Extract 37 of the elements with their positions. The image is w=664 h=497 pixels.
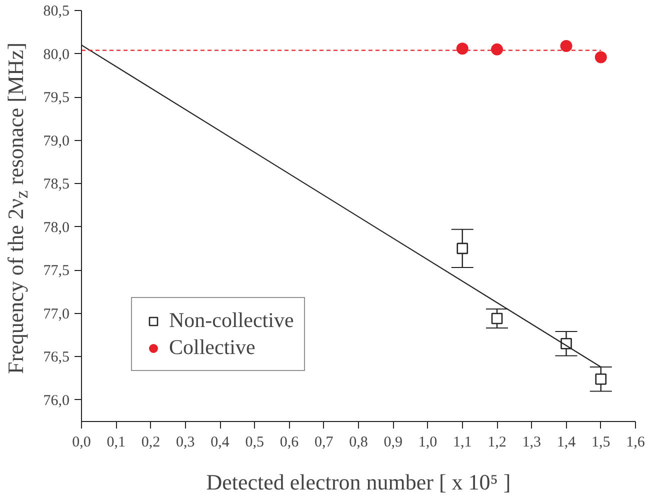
legend-label: Collective [169,335,256,360]
y-tick-label: 76,0 [43,392,70,409]
x-axis-title: Detected electron number [ x 10⁵ ] [206,470,511,494]
x-tick-label: 0,5 [245,434,264,450]
point [560,40,572,52]
x-tick-label: 1,2 [488,434,506,450]
y-tick-label: 80,5 [43,4,70,20]
point [491,312,503,324]
point [491,43,503,56]
point [456,42,468,55]
point [456,242,468,254]
x-tick-label: 0,7 [314,434,334,450]
y-tick-label: 78,5 [43,176,70,193]
y-tick-label: 80,0 [43,46,70,63]
x-tick-label: 0,8 [349,434,368,450]
x-tick-label: 1,3 [522,434,541,450]
y-tick-label: 77,5 [43,263,70,280]
x-tick-label: 1,0 [418,434,438,450]
x-tick-label: 0,6 [280,434,300,450]
y-tick-label: 77,0 [43,306,70,322]
x-tick-label: 1,5 [592,434,610,450]
x-tick-label: 1,4 [556,434,576,450]
y-tick-label: 78,0 [43,220,70,236]
x-tick-label: 0,2 [141,434,160,450]
point [595,373,607,385]
legend-label: Non-collective [169,308,294,333]
x-tick-label: 0,4 [210,434,230,450]
x-tick-label: 0,3 [176,434,195,450]
x-tick-label: 1,1 [453,434,472,450]
x-tick-label: 0,0 [72,434,91,450]
y-tick-label: 79,0 [43,133,70,150]
y-tick-label: 79,5 [43,90,70,106]
y-tick-label: 76,5 [43,350,70,366]
x-tick-label: 1,6 [626,434,646,450]
x-tick-label: 0,1 [106,434,126,450]
x-tick-label: 0,9 [384,434,402,450]
point [594,51,607,64]
